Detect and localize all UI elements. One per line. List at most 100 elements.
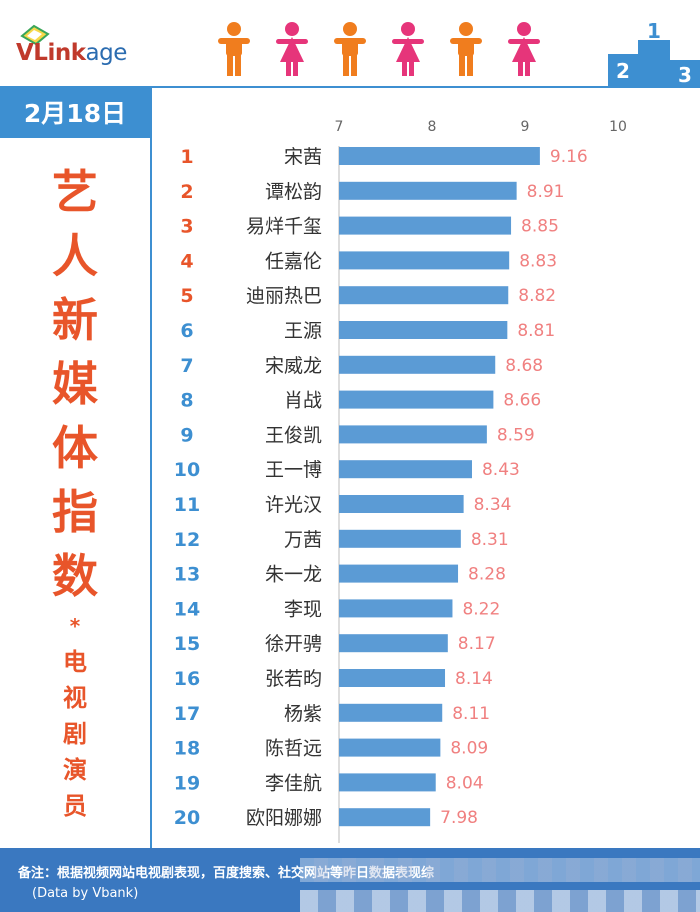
value-label: 8.91 <box>527 182 565 202</box>
value-label: 8.85 <box>521 217 559 237</box>
rank-label: 5 <box>180 285 193 307</box>
footer: 备注：根据视频网站电视剧表现，百度搜索、社交网站等昨日数据表现综 (Data b… <box>0 848 700 912</box>
rank-label: 20 <box>174 807 200 829</box>
female-person-icon <box>276 22 308 76</box>
header: VLinkage 2 1 3 <box>0 0 700 86</box>
bar <box>339 529 461 548</box>
category-label: 王一博 <box>265 459 322 481</box>
rank-label: 10 <box>174 459 200 481</box>
rank-label: 11 <box>174 494 200 516</box>
category-label: 迪丽热巴 <box>246 285 322 307</box>
bar <box>339 460 472 479</box>
category-label: 宋茜 <box>284 146 322 168</box>
rank-label: 19 <box>174 772 200 794</box>
blurred-overlay <box>300 890 700 912</box>
subtitle-char: 电 <box>63 648 87 676</box>
category-label: 谭松韵 <box>265 181 322 203</box>
bar <box>339 390 494 409</box>
bar <box>339 355 496 374</box>
value-label: 8.43 <box>482 460 520 480</box>
x-tick-label: 10 <box>609 119 627 135</box>
value-label: 8.04 <box>446 773 484 793</box>
bar <box>339 669 446 687</box>
rank-label: 8 <box>180 390 193 412</box>
category-label: 许光汉 <box>265 494 322 516</box>
value-label: 8.81 <box>517 321 555 341</box>
value-label: 8.22 <box>462 599 500 619</box>
subtitle-char: 员 <box>63 792 87 820</box>
bar <box>339 216 512 235</box>
title-char: 指 <box>52 485 98 539</box>
vlinkage-logo-icon <box>20 24 50 46</box>
rank-label: 17 <box>174 703 200 725</box>
bar <box>339 251 510 270</box>
rank-label: 15 <box>174 633 200 655</box>
x-tick-label: 7 <box>335 119 344 135</box>
bar <box>339 703 443 722</box>
bar <box>339 321 508 339</box>
male-person-icon <box>334 22 366 76</box>
bar <box>339 599 453 618</box>
podium-label-3: 3 <box>678 63 692 86</box>
people-icons <box>218 22 540 76</box>
value-label: 8.68 <box>505 356 543 376</box>
subtitle-char: 演 <box>63 756 87 784</box>
subtitle-char: 视 <box>63 684 87 712</box>
x-tick-label: 9 <box>521 119 530 135</box>
value-label: 8.17 <box>458 634 496 654</box>
value-label: 8.14 <box>455 669 493 689</box>
logo-text: VLinkage <box>16 40 127 66</box>
rank-label: 12 <box>174 529 200 551</box>
bar <box>339 808 431 827</box>
category-label: 陈哲远 <box>265 738 322 760</box>
rank-label: 14 <box>174 598 200 620</box>
title-star: * <box>69 614 81 638</box>
footer-credit: (Data by Vbank) <box>32 886 139 901</box>
logo-main-text: VLink <box>16 40 86 66</box>
category-label: 李佳航 <box>265 772 322 794</box>
value-label: 8.11 <box>452 704 490 724</box>
rank-label: 9 <box>180 424 193 446</box>
bar <box>339 425 487 444</box>
value-label: 8.34 <box>474 495 512 515</box>
value-label: 7.98 <box>440 808 478 828</box>
rank-label: 16 <box>174 668 200 690</box>
value-label: 9.16 <box>550 147 588 167</box>
logo-suffix-text: age <box>85 40 128 66</box>
male-person-icon <box>450 22 482 76</box>
title-char: 媒 <box>52 357 98 411</box>
title-char: 艺 <box>52 165 98 219</box>
category-label: 肖战 <box>284 390 322 412</box>
value-label: 8.59 <box>497 425 535 445</box>
category-label: 欧阳娜娜 <box>246 807 322 829</box>
category-label: 易烊千玺 <box>246 216 322 238</box>
rank-label: 7 <box>180 355 193 377</box>
podium-label-1: 1 <box>647 20 661 43</box>
female-person-icon <box>392 22 424 76</box>
category-label: 王源 <box>284 320 322 342</box>
rank-label: 4 <box>180 250 193 272</box>
rank-label: 6 <box>180 320 193 342</box>
side-title: 艺 人 新 媒 体 指 数 * 电 视 剧 演 员 <box>0 160 150 824</box>
category-label: 万茜 <box>284 529 322 551</box>
value-label: 8.66 <box>503 391 541 411</box>
rank-label: 18 <box>174 738 200 760</box>
value-label: 8.83 <box>519 251 557 271</box>
bar <box>339 773 436 792</box>
category-label: 朱一龙 <box>265 564 322 586</box>
female-person-icon <box>508 22 540 76</box>
value-label: 8.09 <box>450 739 488 759</box>
male-person-icon <box>218 22 250 76</box>
title-char: 体 <box>52 421 98 475</box>
value-label: 8.28 <box>468 565 506 585</box>
blurred-overlay <box>300 858 700 882</box>
category-label: 张若昀 <box>265 668 322 690</box>
bar <box>339 147 540 165</box>
subtitle-char: 剧 <box>63 720 87 748</box>
rank-label: 1 <box>180 146 193 168</box>
category-label: 徐开骋 <box>265 633 322 655</box>
x-tick-label: 8 <box>428 119 437 135</box>
title-char: 数 <box>52 549 98 603</box>
bar <box>339 495 464 513</box>
rank-label: 13 <box>174 564 200 586</box>
